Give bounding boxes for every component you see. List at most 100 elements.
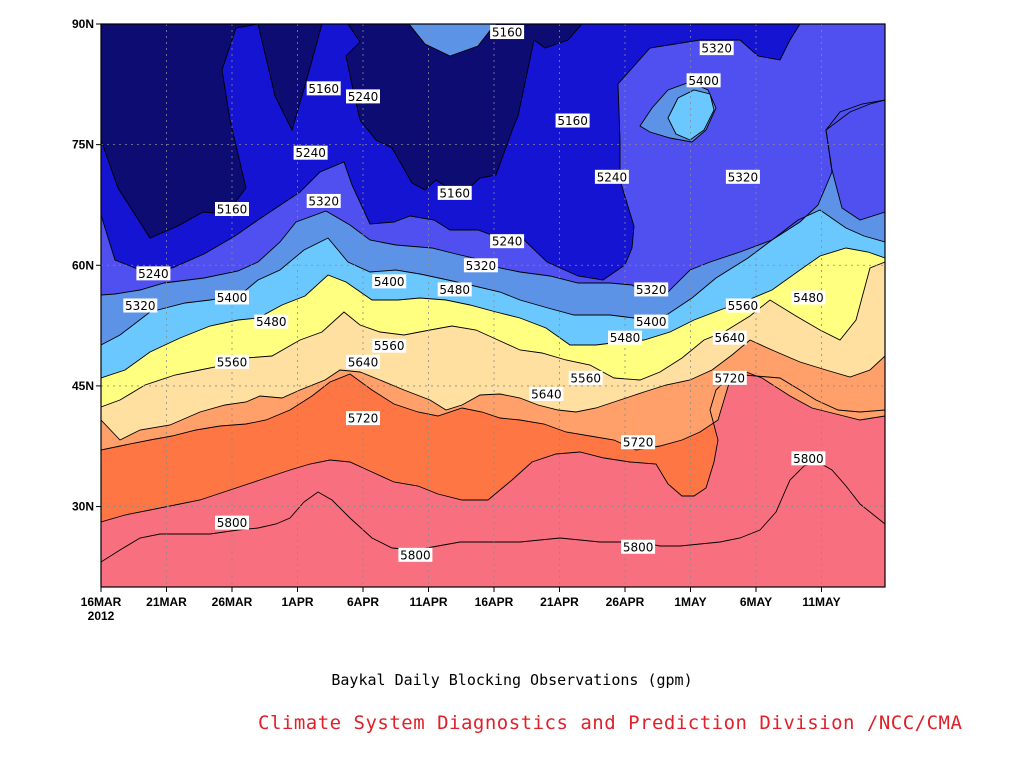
contour-label-bg (555, 113, 590, 128)
contour-label-text: 5480 (610, 331, 641, 345)
contour-label-text: 5800 (217, 516, 248, 530)
contour-label-text: 5320 (308, 194, 339, 208)
contour-label-bg (568, 370, 603, 385)
contour-label-bg (306, 193, 341, 208)
contour-label-text: 5480 (256, 315, 287, 329)
contour-label-text: 5640 (348, 355, 379, 369)
contour-fill-bands (101, 24, 885, 587)
contour-label: 5240 (293, 145, 328, 160)
contour-label-bg (712, 370, 747, 385)
contour-label-bg (791, 290, 826, 305)
y-tick-label: 45N (72, 379, 94, 393)
contour-label-text: 5240 (492, 235, 523, 249)
contour-line (101, 209, 885, 346)
chart-title: Baykal Daily Blocking Observations (gpm) (331, 671, 693, 689)
y-tick-label: 30N (72, 500, 94, 514)
contour-label: 5160 (437, 185, 472, 200)
contour-label: 5160 (215, 201, 249, 216)
contour-label-text: 5400 (688, 74, 719, 88)
contour-label-text: 5320 (466, 259, 497, 273)
contour-label-bg (215, 201, 249, 216)
x-axis-year-label: 2012 (88, 609, 115, 623)
contour-label-text: 5320 (125, 299, 156, 313)
contour-label: 5560 (568, 370, 603, 385)
x-tick-label: 1MAY (674, 595, 706, 609)
contour-line (101, 461, 885, 563)
contour-label-bg (686, 73, 721, 88)
contour-label: 5560 (372, 338, 407, 353)
contour-label-bg (346, 411, 380, 426)
contour-line (101, 247, 885, 379)
plot-frame (100, 23, 886, 588)
contour-label-bg (123, 298, 158, 313)
contour-label: 5480 (791, 290, 826, 305)
contour-label-text: 5160 (557, 114, 588, 128)
x-tick-label: 6APR (347, 595, 379, 609)
contour-label: 5240 (490, 234, 525, 249)
contour-label: 5320 (123, 298, 158, 313)
contour-label-text: 5720 (715, 371, 746, 385)
contour-label-text: 5320 (701, 42, 732, 56)
contour-label: 5320 (699, 41, 734, 56)
contour-label-text: 5320 (728, 170, 759, 184)
contour-label-text: 5720 (623, 436, 654, 450)
contour-label: 5400 (686, 73, 721, 88)
contour-label: 5800 (621, 539, 656, 554)
y-tick-label: 60N (72, 258, 94, 272)
contour-label: 5400 (372, 274, 407, 289)
y-tick-label: 90N (72, 17, 94, 31)
contour-band (668, 90, 714, 140)
contour-label-bg (437, 185, 472, 200)
contour-label-bg (712, 330, 747, 345)
contour-label-bg (634, 314, 669, 329)
x-tick-label: 16MAR (81, 595, 122, 609)
contour-label-bg (215, 515, 249, 530)
contour-label: 5800 (398, 547, 433, 562)
contour-line (667, 89, 715, 141)
contour-label: 5720 (346, 411, 380, 426)
contour-band (409, 24, 498, 56)
x-tick-label: 26APR (606, 595, 645, 609)
y-tick-label: 75N (72, 138, 94, 152)
x-tick-label: 21APR (540, 595, 579, 609)
contour-label-text: 5240 (138, 267, 169, 281)
contour-label-bg (346, 354, 380, 369)
contour-label: 5240 (346, 89, 380, 104)
contour-label-text: 5560 (728, 299, 759, 313)
contour-label: 5800 (791, 451, 826, 466)
contour-label-text: 5480 (439, 283, 470, 297)
contour-label-bg (306, 81, 341, 96)
contour-label: 5240 (136, 266, 171, 281)
contour-label-bg (136, 266, 171, 281)
contour-label-bg (215, 290, 249, 305)
contour-label: 5320 (306, 193, 341, 208)
contour-label-text: 5560 (570, 371, 601, 385)
contour-label: 5720 (712, 370, 747, 385)
contour-label-bg (699, 41, 734, 56)
x-tick-label: 16APR (475, 595, 514, 609)
contour-label-text: 5160 (492, 26, 523, 40)
contour-line (639, 81, 717, 143)
contour-label-bg (372, 274, 407, 289)
contour-label-text: 5800 (623, 540, 654, 554)
contour-label: 5720 (621, 435, 656, 450)
contour-label-text: 5240 (348, 90, 379, 104)
contour-label-bg (529, 386, 564, 401)
x-tick-label: 11MAY (802, 595, 840, 609)
contour-label-text: 5160 (217, 202, 248, 216)
contour-labels: 5160 5160 5160 5160 5160 5240 5240 5240 5240 5240… (123, 25, 826, 562)
contour-label: 5480 (254, 314, 289, 329)
contour-label-bg (621, 435, 656, 450)
contour-label: 5480 (437, 282, 472, 297)
contour-label: 5320 (725, 169, 760, 184)
contour-label-bg (398, 547, 433, 562)
contour-label-text: 5400 (636, 315, 667, 329)
x-axis: 16MAR 21MAR 26MAR 1APR 6APR 11APR 16APR 21APR 26… (81, 587, 841, 609)
contour-label: 5800 (215, 515, 249, 530)
contour-label: 5160 (490, 25, 525, 40)
contour-line (408, 24, 499, 57)
contour-label-text: 5800 (400, 548, 431, 562)
contour-label: 5640 (712, 330, 747, 345)
contour-label-bg (215, 354, 249, 369)
contour-label: 5640 (346, 354, 380, 369)
